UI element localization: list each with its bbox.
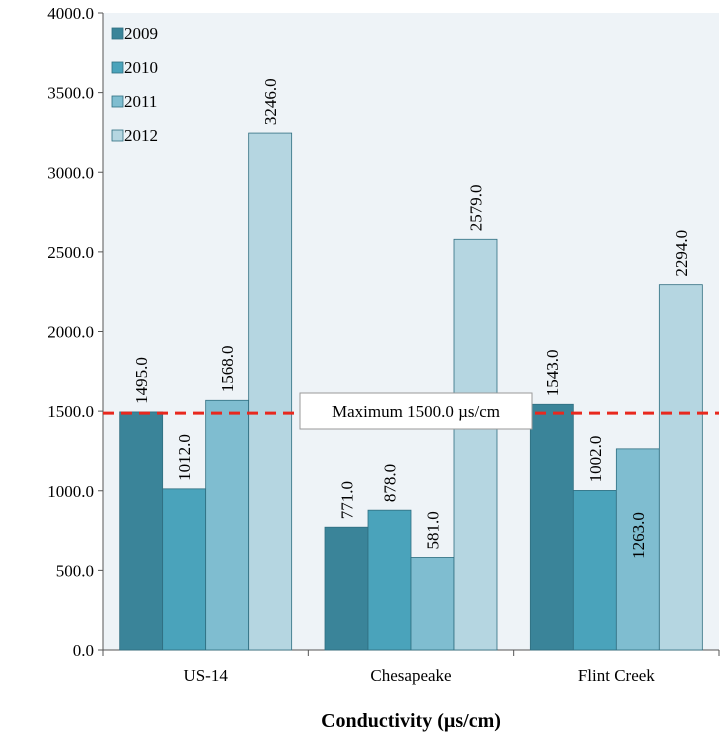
y-axis: 0.0 500.0 1000.0 1500.0 2000.0 2500.0 3000.0 35…	[47, 4, 104, 660]
legend-label: 2012	[124, 126, 158, 145]
legend-swatch	[111, 95, 124, 108]
data-label: 1568.0	[218, 346, 237, 393]
bar-2012-chesapeake	[453, 238, 498, 651]
bar-2011-us-14	[205, 399, 250, 651]
data-label: 1002.0	[586, 436, 605, 483]
bar-2012-flint-creek	[658, 284, 703, 651]
x-category-label: Chesapeake	[370, 666, 451, 685]
bar-2010-chesapeake	[367, 509, 412, 651]
threshold-label: Maximum 1500.0 µs/cm	[332, 402, 500, 421]
bar-2009-us-14	[119, 411, 164, 651]
bar-2009-flint-creek	[529, 403, 574, 651]
data-label: 1012.0	[175, 434, 194, 481]
y-tick-label: 3500.0	[47, 84, 94, 103]
bars: 1495.0 1012.0 1568.0 3246.0 771.0 878.0 581.0 2…	[119, 78, 703, 651]
x-axis: US-14 Chesapeake Flint Creek	[102, 649, 720, 685]
y-tick-label: 2000.0	[47, 323, 94, 342]
legend-label: 2011	[124, 92, 157, 111]
bar-2009-chesapeake	[324, 526, 369, 651]
bar-2011-chesapeake	[410, 557, 455, 651]
y-tick-label: 3000.0	[47, 163, 94, 182]
threshold-label-box	[299, 392, 533, 430]
legend-swatch	[111, 27, 124, 40]
legend-label: 2009	[124, 24, 158, 43]
x-category-label: US-14	[183, 666, 228, 685]
data-label: 1495.0	[132, 357, 151, 404]
threshold: Maximum 1500.0 µs/cm	[103, 392, 719, 430]
legend: 2009 2010 2011 2012	[111, 24, 158, 145]
data-label: 581.0	[424, 511, 443, 549]
bar-2010-us-14	[162, 488, 207, 651]
y-tick-label: 0.0	[73, 641, 94, 660]
y-tick-label: 4000.0	[47, 4, 94, 23]
data-label: 1543.0	[543, 350, 562, 397]
legend-swatch	[111, 61, 124, 74]
x-axis-title: Conductivity (µs/cm)	[321, 710, 501, 732]
bar-2012-us-14	[248, 132, 293, 651]
data-label: 1263.0	[629, 512, 648, 559]
y-tick-label: 500.0	[56, 561, 94, 580]
legend-swatch	[111, 129, 124, 142]
y-tick-label: 2500.0	[47, 243, 94, 262]
data-label: 3246.0	[261, 78, 280, 125]
x-category-label: Flint Creek	[578, 666, 655, 685]
bar-2011-flint-creek	[615, 448, 660, 651]
legend-label: 2010	[124, 58, 158, 77]
data-label: 2579.0	[467, 185, 486, 232]
data-label: 771.0	[338, 481, 357, 519]
y-tick-label: 1000.0	[47, 482, 94, 501]
bar-2010-flint-creek	[572, 490, 617, 651]
y-tick-label: 1500.0	[47, 402, 94, 421]
data-label: 2294.0	[672, 230, 691, 277]
data-label: 878.0	[381, 464, 400, 502]
